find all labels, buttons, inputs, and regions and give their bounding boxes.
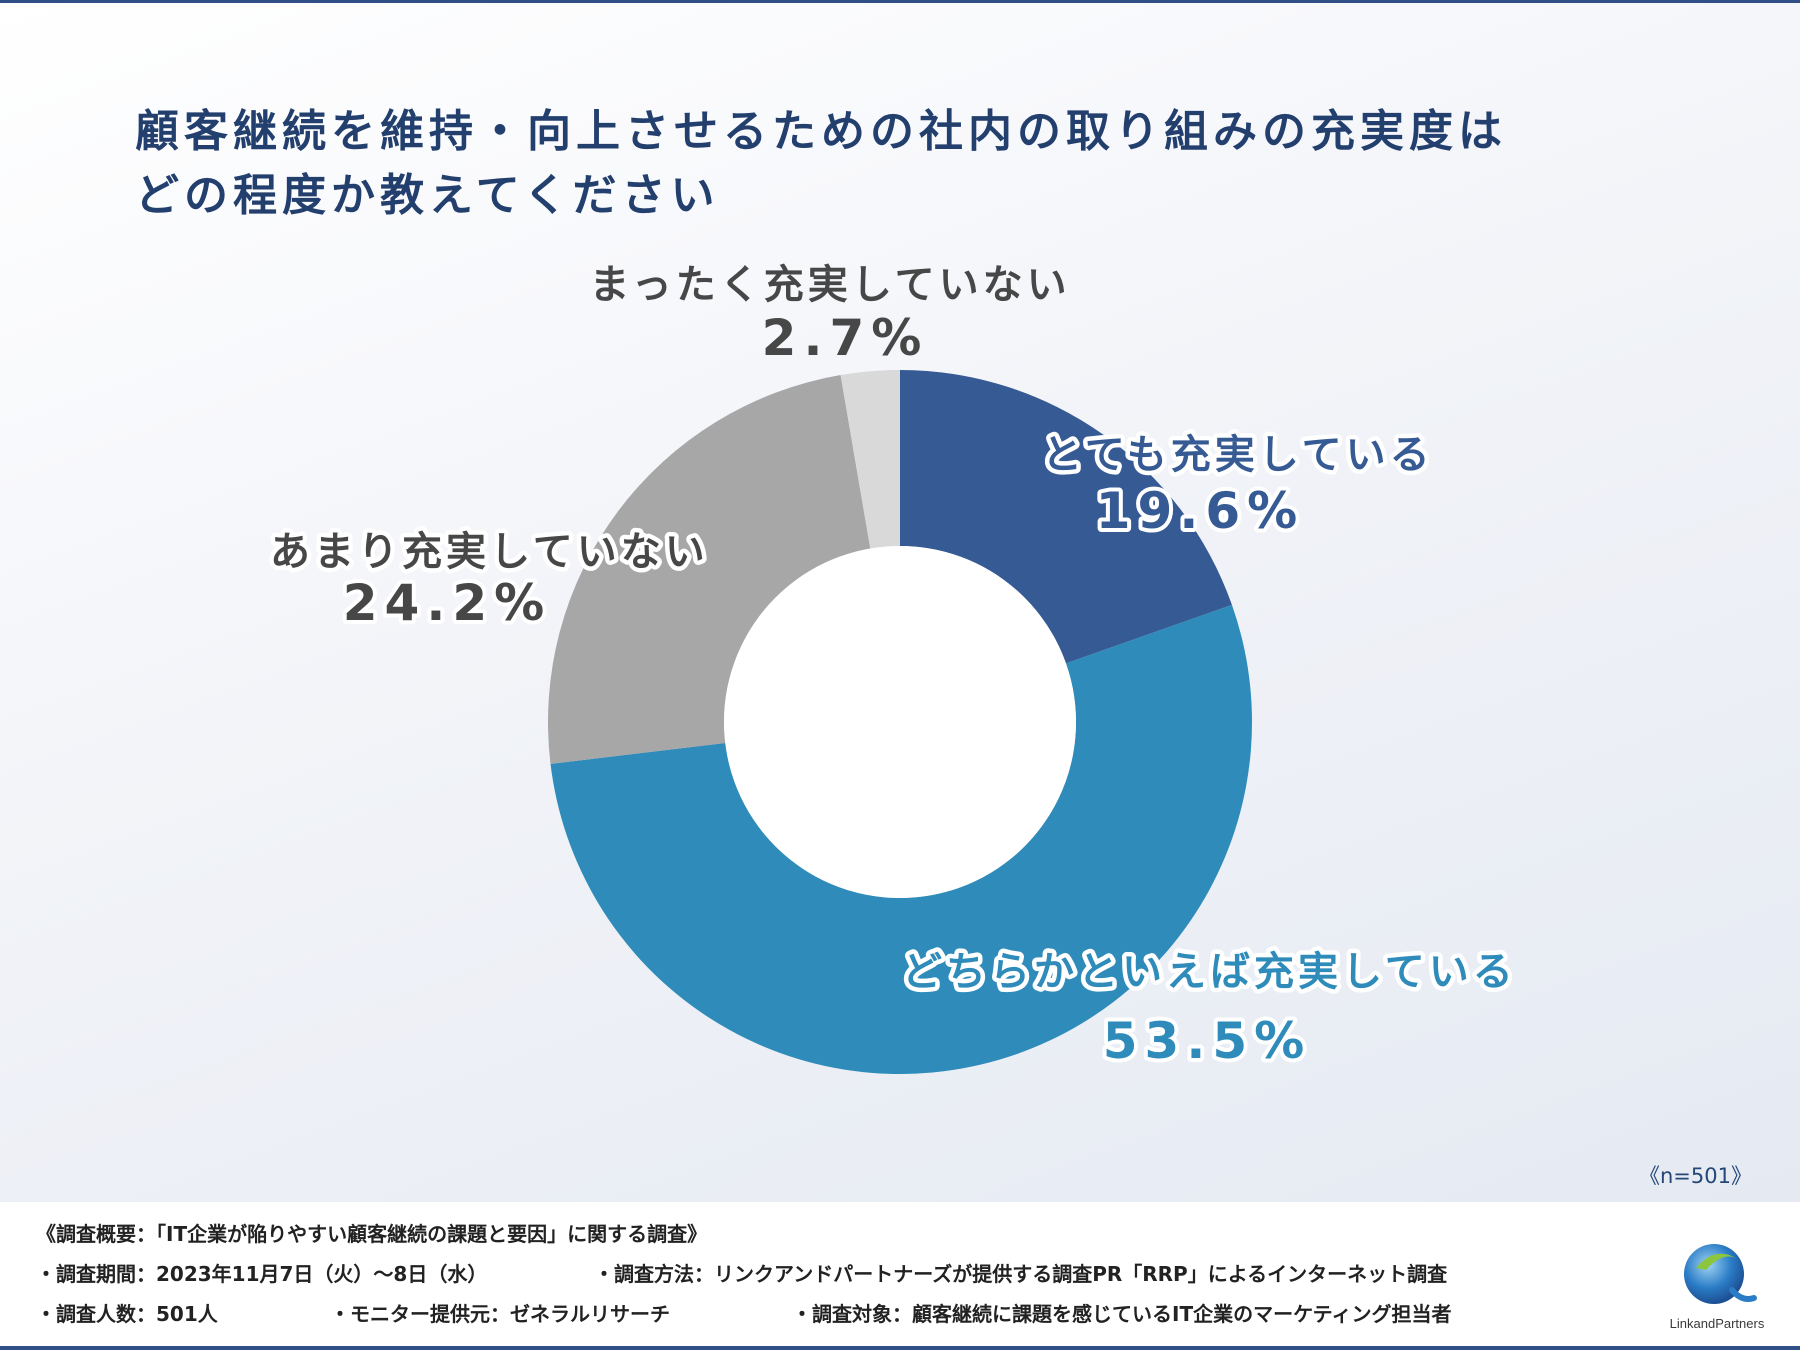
slice-somewhat-fulfilling [550, 604, 1252, 1074]
survey-method: ・調査方法：リンクアンドパートナーズが提供する調査PR「RRP」によるインターネ… [594, 1262, 1448, 1286]
logo-text: LinkandPartners [1670, 1316, 1765, 1331]
chart-title: 顧客継続を維持・向上させるための社内の取り組みの充実度は どの程度か教えてくださ… [135, 100, 1635, 228]
company-logo: LinkandPartners [1670, 1244, 1765, 1331]
title-line-1: 顧客継続を維持・向上させるための社内の取り組みの充実度は [135, 106, 1507, 157]
value-not-at-all-fulfilling: 2.7% [762, 309, 929, 367]
bottom-border [0, 1346, 1800, 1350]
label-very-fulfilling: とても充実している [1042, 432, 1434, 478]
donut-chart: とても充実している 19.6% どちらかといえば充実している 53.5% あまり… [270, 262, 1517, 1074]
survey-target: ・調査対象：顧客継続に課題を感じているIT企業のマーケティング担当者 [792, 1302, 1452, 1326]
donut-slices [548, 370, 1252, 1074]
value-very-fulfilling: 19.6% [1096, 482, 1304, 540]
label-somewhat-fulfilling: どちらかといえば充実している [902, 949, 1517, 995]
slice-not-very-fulfilling [548, 375, 871, 764]
survey-footer: 《調査概要：「IT企業が陥りやすい顧客継続の課題と要因」に関する調査》 ・調査期… [0, 1202, 1800, 1346]
slice-very-fulfilling [900, 370, 1232, 664]
top-border [0, 0, 1800, 3]
label-not-at-all-fulfilling: まったく充実していない [589, 262, 1070, 308]
survey-respondents: ・調査人数：501人 [36, 1302, 218, 1326]
value-not-very-fulfilling: 24.2% [343, 574, 551, 632]
survey-period: ・調査期間：2023年11月7日（火）〜8日（水） [36, 1262, 488, 1286]
survey-summary: 《調査概要：「IT企業が陥りやすい顧客継続の課題と要因」に関する調査》 [36, 1222, 708, 1246]
survey-provider: ・モニター提供元：ゼネラルリサーチ [330, 1302, 670, 1326]
value-somewhat-fulfilling: 53.5% [1103, 1012, 1311, 1070]
label-not-very-fulfilling: あまり充実していない [270, 529, 709, 575]
logo-sphere-icon [1684, 1244, 1744, 1304]
donut-hole [724, 546, 1076, 898]
logo-leaf-icon [1696, 1253, 1736, 1270]
sample-size: 《n=501》 [1639, 1164, 1752, 1188]
slice-not-at-all-fulfilling [840, 370, 900, 549]
title-line-2: どの程度か教えてください [135, 170, 720, 221]
